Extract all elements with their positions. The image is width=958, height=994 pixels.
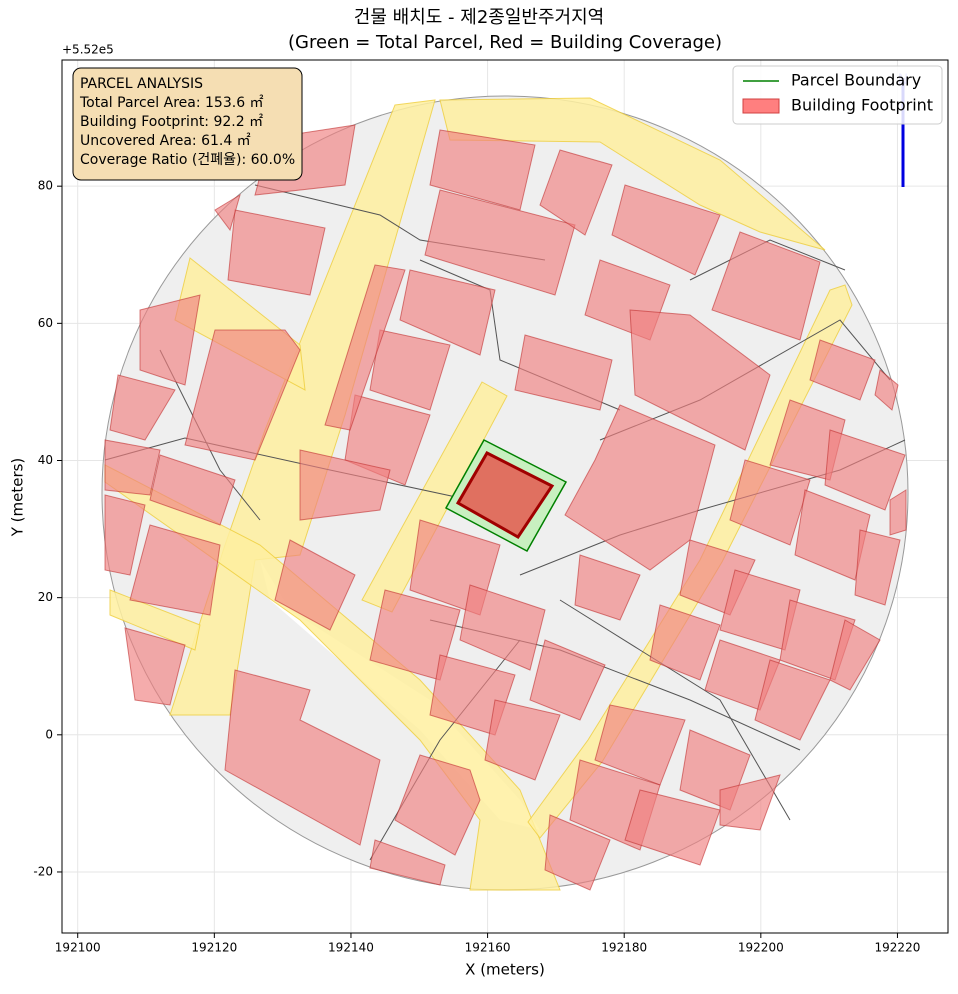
y-offset-label: +5.52e5	[62, 43, 114, 57]
annotation-box	[72, 67, 303, 181]
legend-entries: Parcel Boundary Building Footprint	[742, 71, 933, 115]
y-tick-label: 20	[38, 590, 53, 604]
annotation-line: Coverage Ratio (건폐율): 60.0%	[80, 152, 295, 168]
x-tick-label: 192220	[875, 941, 921, 955]
x-tick-label: 192120	[191, 941, 237, 955]
y-tick-label: 80	[38, 179, 53, 193]
x-tick-label: 192160	[465, 941, 511, 955]
x-tick-label: 192140	[328, 941, 374, 955]
legend-label: Parcel Boundary	[791, 71, 921, 90]
road	[104, 464, 561, 891]
annotation: PARCEL ANALYSIS Total Parcel Area: 153.6 …	[79, 76, 295, 168]
annotation-line: PARCEL ANALYSIS	[80, 76, 203, 92]
buildings	[104, 124, 907, 891]
annotation-line: Total Parcel Area: 153.6 ㎡	[79, 95, 264, 111]
legend-label: Building Footprint	[791, 96, 933, 115]
x-tick-label: 192100	[55, 941, 101, 955]
axes-frame	[61, 59, 949, 934]
y-tick-label: -20	[33, 864, 53, 878]
road	[109, 589, 201, 651]
x-axis-label: X (meters)	[465, 961, 545, 979]
chart-title: 건물 배치도 - 제2종일반주거지역	[354, 7, 604, 28]
annotation-line: Building Footprint: 92.2 ㎡	[80, 114, 263, 130]
y-tick-label: 0	[45, 727, 53, 741]
legend	[732, 65, 943, 125]
map: N	[101, 72, 909, 891]
x-tick-label: 192200	[738, 941, 784, 955]
legend-patch	[742, 98, 780, 114]
x-tick-label: 192180	[601, 941, 647, 955]
annotation-line: Uncovered Area: 61.4 ㎡	[80, 133, 251, 149]
y-tick-label: 40	[38, 453, 53, 467]
chart-subtitle: (Green = Total Parcel, Red = Building Co…	[288, 32, 722, 53]
y-axis-label: Y (meters)	[9, 458, 27, 538]
target-building	[455, 451, 555, 539]
y-tick-label: 60	[38, 316, 53, 330]
